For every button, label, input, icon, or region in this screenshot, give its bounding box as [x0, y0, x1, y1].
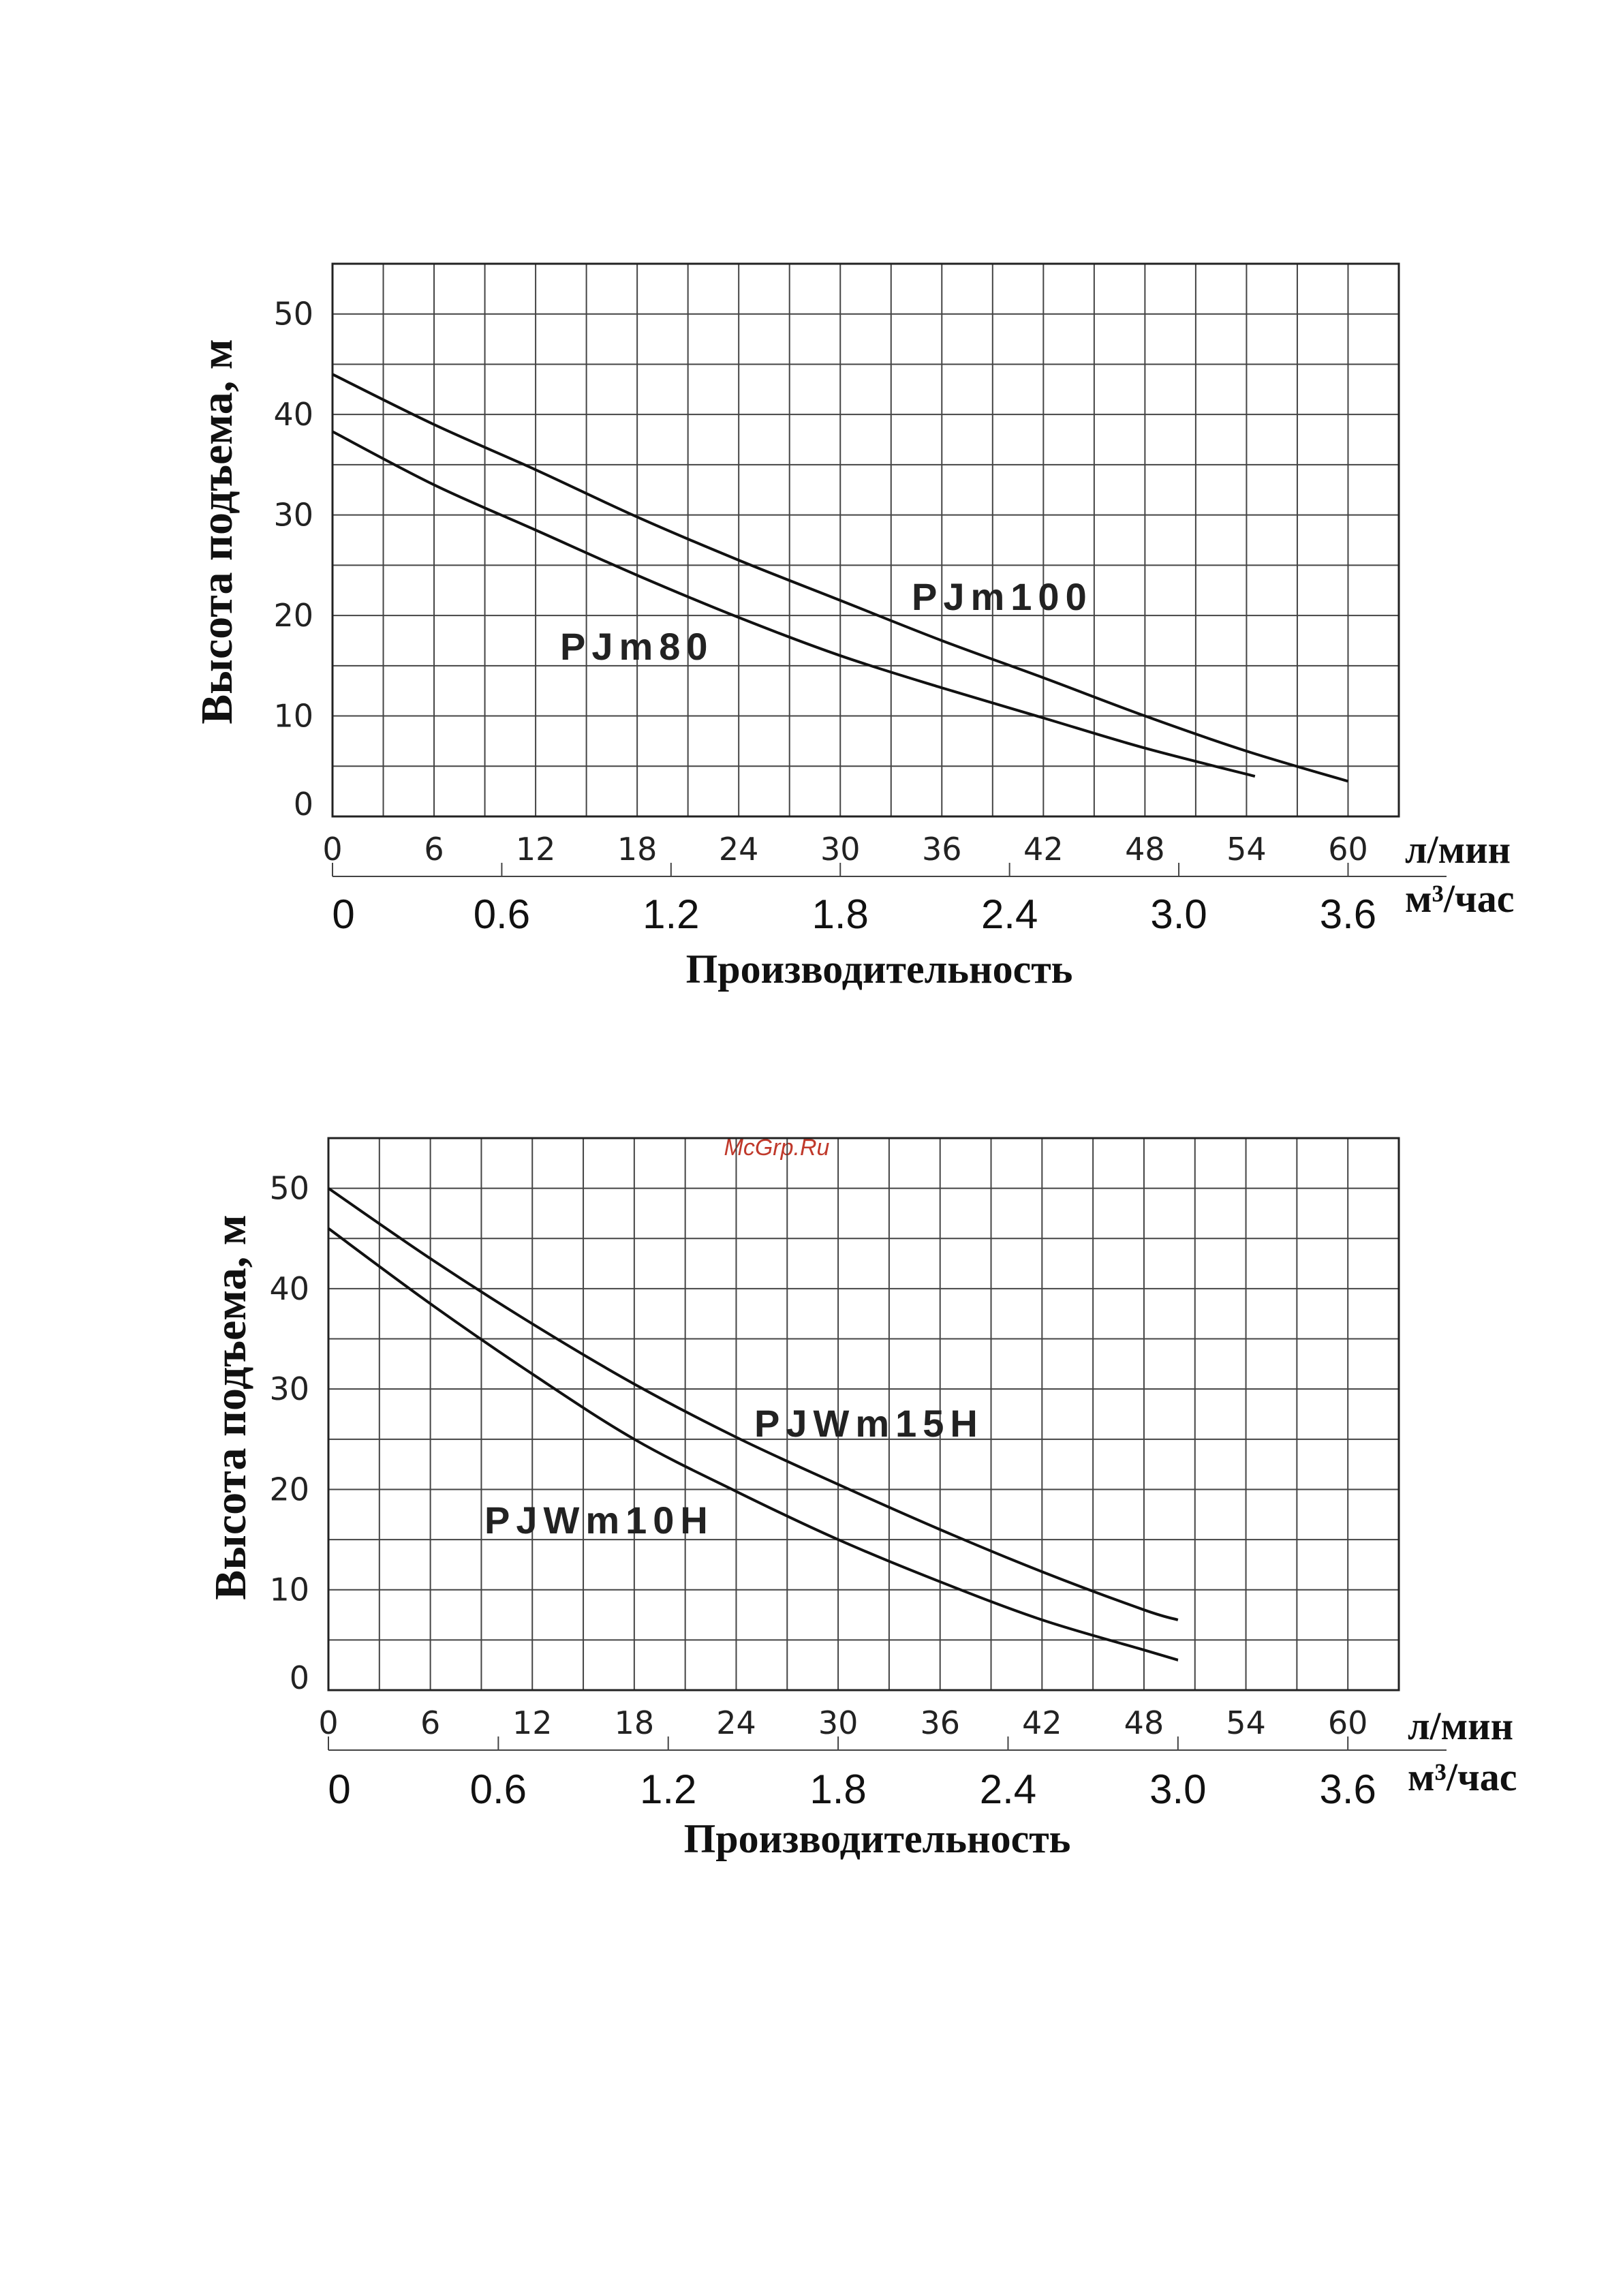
y-axis-title: Высота подъема, м — [192, 339, 242, 724]
x-tick-label: 36 — [922, 831, 962, 868]
plot-frame — [327, 1137, 1400, 1692]
x-unit-secondary: м³/час — [1405, 876, 1514, 921]
x-tick-label: 24 — [716, 1704, 756, 1741]
y-tick-label: 40 — [273, 396, 313, 433]
x-tick-label: 12 — [516, 831, 556, 868]
x2-tick-label: 3.0 — [1149, 1766, 1206, 1812]
x-tick-label: 24 — [719, 831, 759, 868]
y-axis-title: Высота подъема, м — [206, 1214, 256, 1599]
y-tick-label: 30 — [269, 1371, 309, 1407]
series-label-pjwm10h: PJWm10H — [484, 1499, 714, 1542]
series-line-pjm100 — [332, 373, 1349, 783]
x-axis-title: Производительность — [686, 947, 1073, 992]
y-tick-label: 20 — [269, 1471, 309, 1507]
series-label-pjm80: PJm80 — [560, 625, 714, 668]
x-tick-label: 54 — [1226, 831, 1267, 868]
x2-tick-label: 3.6 — [1319, 1766, 1376, 1812]
series-line-pjwm15h — [327, 1187, 1179, 1621]
series-label-pjm100: PJm100 — [912, 575, 1093, 618]
y-tick-label: 10 — [273, 698, 313, 735]
y-tick-label: 50 — [273, 296, 313, 333]
x-tick-label: 36 — [920, 1704, 960, 1741]
x2-tick-label: 1.8 — [812, 891, 869, 937]
y-tick-label: 0 — [290, 1659, 309, 1696]
x-tick-label: 60 — [1328, 831, 1368, 868]
x-tick-label: 6 — [424, 831, 444, 868]
chart-2: 0 10 20 30 40 50 0 6 12 18 24 30 36 42 48 54 60 0 0.6 1.2 1.… — [206, 1137, 1517, 1861]
series-line-pjm80 — [332, 430, 1256, 778]
x-unit-secondary: м³/час — [1408, 1755, 1517, 1799]
x-unit-primary: л/мин — [1408, 1704, 1513, 1748]
y-tick-label: 40 — [269, 1270, 309, 1307]
x-tick-label: 42 — [1022, 1704, 1062, 1741]
x-tick-label: 42 — [1023, 831, 1064, 868]
x2-tick-label: 3.6 — [1320, 891, 1376, 937]
chart-1: 0 10 20 30 40 50 0 6 12 18 24 30 36 42 48 54 60 0 0.6 1.2 1.… — [192, 262, 1514, 992]
x2-tick-label: 0.6 — [474, 891, 530, 937]
x-tick-label: 6 — [420, 1704, 440, 1741]
x-unit-primary: л/мин — [1405, 827, 1511, 872]
x2-tick-label: 3.0 — [1150, 891, 1207, 937]
x-tick-label: 54 — [1226, 1704, 1266, 1741]
x-tick-label: 12 — [512, 1704, 553, 1741]
x-tick-label: 30 — [820, 831, 861, 868]
x2-tick-label: 0 — [328, 1766, 350, 1812]
x2-tick-label: 1.2 — [643, 891, 699, 937]
y-tick-label: 20 — [273, 597, 313, 634]
x2-tick-label: 2.4 — [981, 891, 1038, 937]
x2-tick-label: 0 — [332, 891, 354, 937]
x-axis-title: Производительность — [684, 1816, 1071, 1861]
plot-frame — [331, 262, 1400, 818]
x-tick-label: 18 — [615, 1704, 655, 1741]
x-tick-label: 30 — [818, 1704, 859, 1741]
x-tick-label: 18 — [617, 831, 658, 868]
x2-tick-label: 1.2 — [640, 1766, 696, 1812]
x-tick-label: 0 — [318, 1704, 338, 1741]
x-tick-label: 48 — [1124, 1704, 1164, 1741]
y-tick-label: 30 — [273, 497, 313, 534]
x2-tick-label: 1.8 — [809, 1766, 866, 1812]
x-tick-label: 0 — [322, 831, 342, 868]
x-tick-label: 60 — [1328, 1704, 1368, 1741]
y-tick-label: 0 — [294, 786, 313, 823]
x-tick-label: 48 — [1125, 831, 1165, 868]
x2-tick-label: 2.4 — [980, 1766, 1036, 1812]
series-label-pjwm15h: PJWm15H — [754, 1402, 984, 1445]
x2-tick-label: 0.6 — [470, 1766, 527, 1812]
series-line-pjwm10h — [327, 1227, 1179, 1662]
y-tick-label: 50 — [269, 1170, 309, 1207]
y-tick-label: 10 — [269, 1572, 309, 1608]
